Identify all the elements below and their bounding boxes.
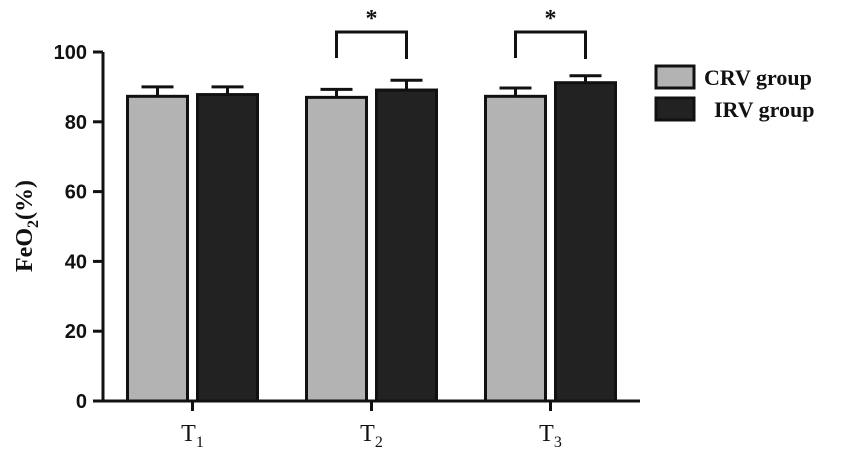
y-tick-label: 100 <box>54 42 87 64</box>
x-tick-label: T2 <box>360 421 383 450</box>
error-bars <box>141 74 602 98</box>
legend-label: CRV group <box>704 65 812 90</box>
significance-bracket <box>335 30 408 59</box>
x-tick-label: T3 <box>539 421 562 450</box>
bar <box>554 81 617 403</box>
x-axis: T1 T2 T3 <box>102 399 640 450</box>
significance-bracket <box>514 30 587 59</box>
significance-star: * <box>366 6 378 32</box>
y-tick-label: 0 <box>76 391 87 413</box>
y-tick-label: 60 <box>65 182 87 204</box>
legend-label: IRV group <box>714 97 815 122</box>
bar <box>126 94 189 403</box>
legend-swatch <box>654 96 696 122</box>
bars <box>126 81 617 403</box>
bar <box>484 94 547 403</box>
bar <box>305 95 368 403</box>
significance-star: * <box>545 6 557 32</box>
significance-markers: * * <box>335 6 587 59</box>
y-axis-title: FeO2(%) <box>12 180 42 272</box>
y-axis: 0 20 40 60 80 100 <box>54 42 105 413</box>
y-tick-label: 40 <box>65 251 87 273</box>
legend: CRV group IRV group <box>654 64 815 122</box>
y-axis-label: FeO2(%) <box>12 180 42 272</box>
legend-swatch <box>654 64 696 90</box>
y-tick-label: 20 <box>65 321 87 343</box>
y-tick-label: 80 <box>65 112 87 134</box>
bar <box>375 88 438 403</box>
x-tick-label: T1 <box>181 421 204 450</box>
bar <box>196 93 259 403</box>
